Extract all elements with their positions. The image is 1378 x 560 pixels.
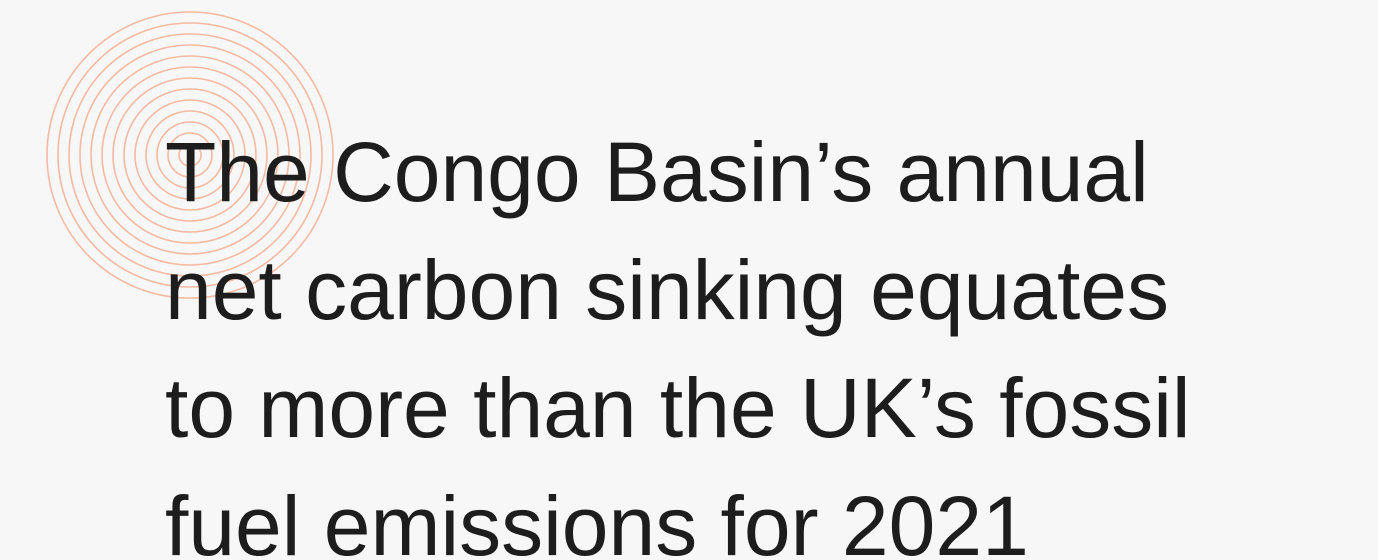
heading-line: The Congo Basin’s annual bbox=[165, 125, 1149, 219]
concentric-rings bbox=[46, 11, 334, 299]
heading-line: net carbon sinking equates bbox=[165, 243, 1170, 337]
heading-line: to more than the UK’s fossil bbox=[165, 361, 1191, 455]
heading: The Congo Basin’s annual net carbon sinki… bbox=[165, 113, 1191, 560]
heading-line: fuel emissions for 2021 bbox=[165, 479, 1029, 560]
